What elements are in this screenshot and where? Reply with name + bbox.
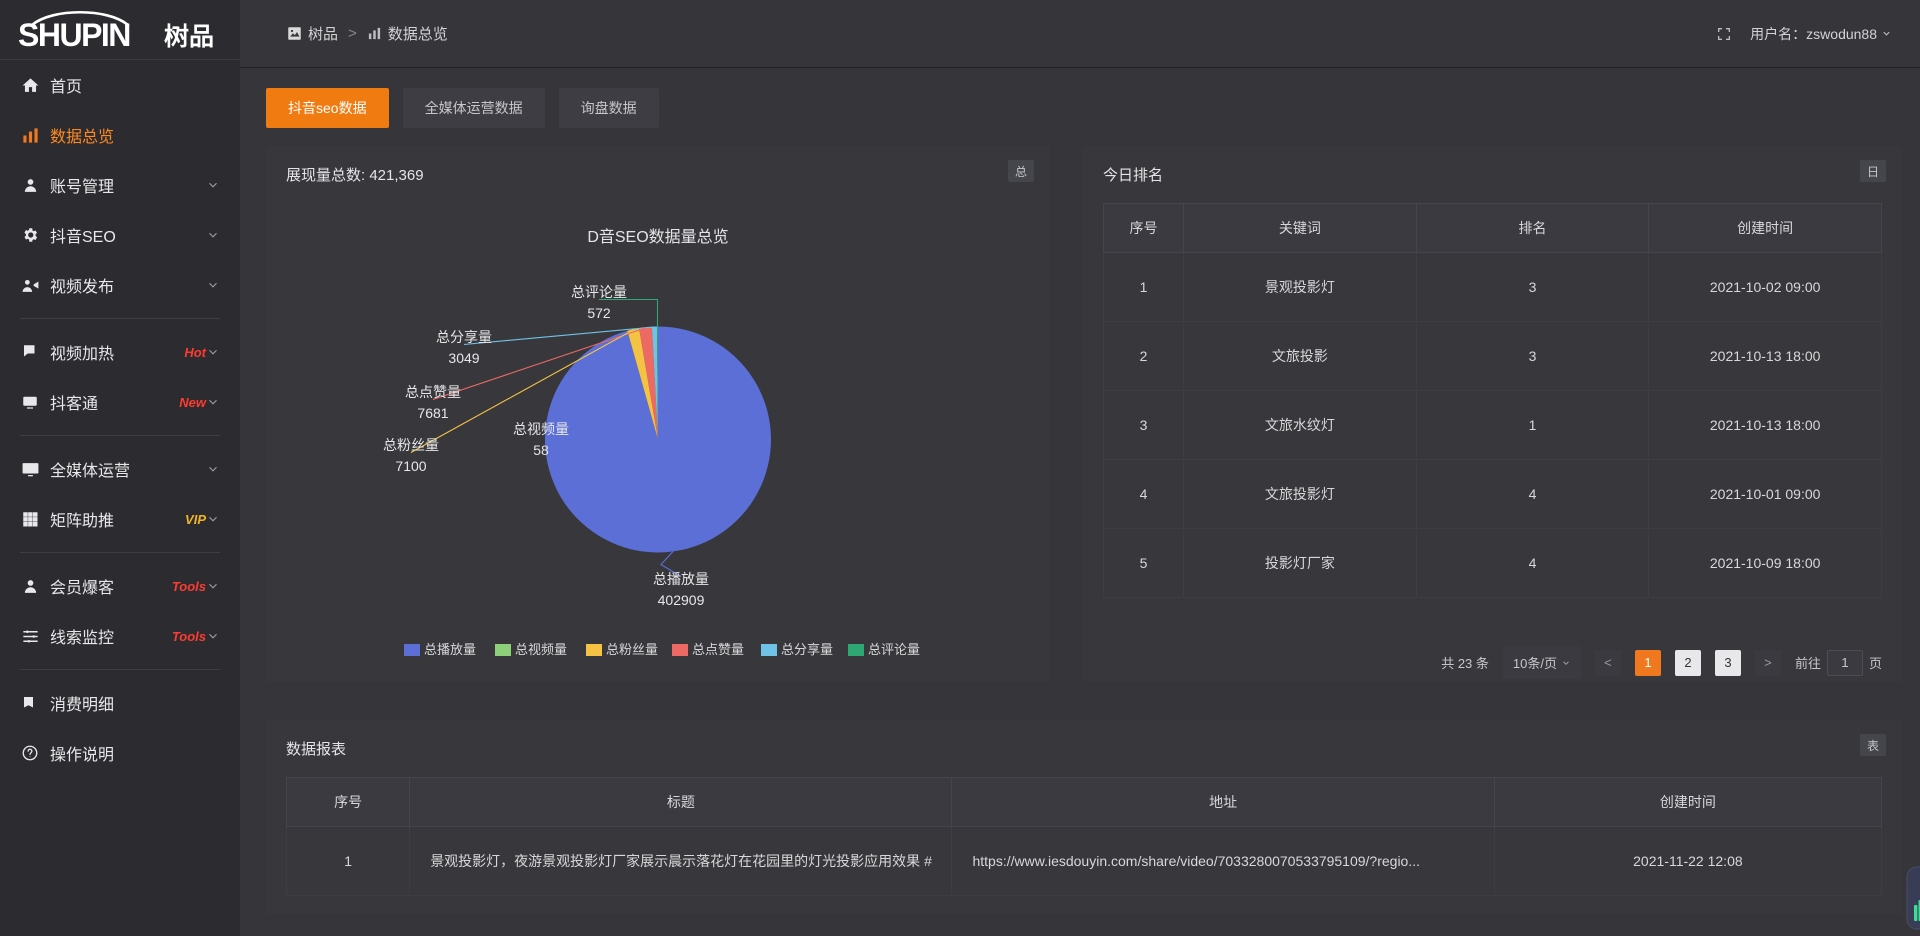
svg-text:总点赞量: 总点赞量: [405, 384, 461, 400]
svg-text:D音SEO数据量总览: D音SEO数据量总览: [587, 228, 728, 246]
svg-text:58: 58: [533, 442, 549, 458]
svg-text:SHUPIN: SHUPIN: [18, 17, 130, 53]
svg-text:总播放量: 总播放量: [424, 642, 476, 657]
svg-text:3049: 3049: [448, 350, 479, 366]
svg-text:总分享量: 总分享量: [781, 642, 833, 657]
svg-text:572: 572: [587, 305, 611, 321]
svg-text:树品: 树品: [164, 23, 214, 51]
svg-text:总视频量: 总视频量: [513, 421, 569, 437]
svg-text:总粉丝量: 总粉丝量: [383, 437, 439, 453]
svg-text:7100: 7100: [395, 458, 426, 474]
svg-text:7681: 7681: [417, 405, 448, 421]
svg-text:总分享量: 总分享量: [436, 329, 492, 345]
svg-text:总视频量: 总视频量: [515, 642, 567, 657]
svg-text:总播放量: 总播放量: [653, 571, 709, 587]
svg-text:总粉丝量: 总粉丝量: [606, 642, 658, 657]
svg-text:总点赞量: 总点赞量: [692, 642, 744, 657]
svg-text:总评论量: 总评论量: [571, 284, 627, 300]
svg-text:总评论量: 总评论量: [868, 642, 920, 657]
svg-text:402909: 402909: [658, 592, 705, 608]
